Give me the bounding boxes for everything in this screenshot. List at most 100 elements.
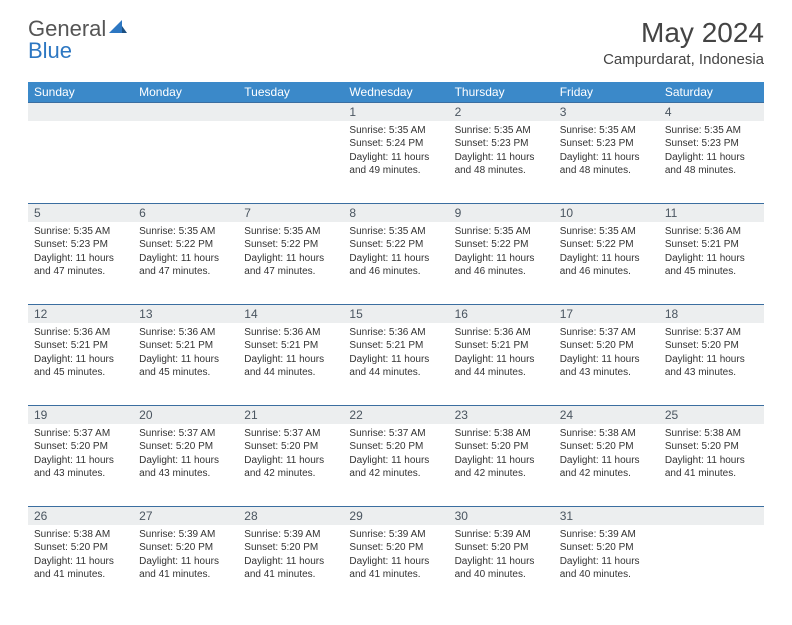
day-21-number: 21: [238, 405, 343, 424]
logo-word1: General: [28, 18, 106, 40]
calendar-page: General May 2024 Campurdarat, Indonesia …: [0, 0, 792, 625]
day-13-info: Sunrise: 5:36 AMSunset: 5:21 PMDaylight:…: [133, 323, 238, 386]
title-block: May 2024 Campurdarat, Indonesia: [603, 18, 764, 68]
location: Campurdarat, Indonesia: [603, 51, 764, 68]
day-14-info: Sunrise: 5:36 AMSunset: 5:21 PMDaylight:…: [238, 323, 343, 386]
calendar-table: SundayMondayTuesdayWednesdayThursdayFrid…: [28, 82, 764, 607]
day-25-info: Sunrise: 5:38 AMSunset: 5:20 PMDaylight:…: [659, 424, 764, 487]
day-4-info: Sunrise: 5:35 AMSunset: 5:23 PMDaylight:…: [659, 121, 764, 184]
day-12-info: Sunrise: 5:36 AMSunset: 5:21 PMDaylight:…: [28, 323, 133, 386]
day-27-number: 27: [133, 506, 238, 525]
day-15-info: Sunrise: 5:36 AMSunset: 5:21 PMDaylight:…: [343, 323, 448, 386]
logo-word2-wrap: Blue: [28, 40, 72, 63]
week-1-numrow: 567891011: [28, 203, 764, 222]
day-10-info: Sunrise: 5:35 AMSunset: 5:22 PMDaylight:…: [554, 222, 659, 285]
day-16-info: Sunrise: 5:36 AMSunset: 5:21 PMDaylight:…: [449, 323, 554, 386]
day-23-info: Sunrise: 5:38 AMSunset: 5:20 PMDaylight:…: [449, 424, 554, 487]
empty-daydata: [659, 525, 764, 534]
day-2-info: Sunrise: 5:35 AMSunset: 5:23 PMDaylight:…: [449, 121, 554, 184]
weekday-friday: Friday: [554, 82, 659, 102]
day-4-number: 4: [659, 102, 764, 121]
day-3-number: 3: [554, 102, 659, 121]
weekday-saturday: Saturday: [659, 82, 764, 102]
logo: General: [28, 18, 129, 40]
header: General May 2024 Campurdarat, Indonesia: [28, 18, 764, 68]
day-1-info: Sunrise: 5:35 AMSunset: 5:24 PMDaylight:…: [343, 121, 448, 184]
day-21-info: Sunrise: 5:37 AMSunset: 5:20 PMDaylight:…: [238, 424, 343, 487]
week-0-numrow: 1234: [28, 102, 764, 121]
empty-daynum: [28, 102, 133, 121]
empty-daynum: [133, 102, 238, 121]
weekday-tuesday: Tuesday: [238, 82, 343, 102]
day-18-number: 18: [659, 304, 764, 323]
day-7-info: Sunrise: 5:35 AMSunset: 5:22 PMDaylight:…: [238, 222, 343, 285]
day-9-number: 9: [449, 203, 554, 222]
empty-daydata: [238, 121, 343, 130]
day-24-info: Sunrise: 5:38 AMSunset: 5:20 PMDaylight:…: [554, 424, 659, 487]
empty-daydata: [133, 121, 238, 130]
day-27-info: Sunrise: 5:39 AMSunset: 5:20 PMDaylight:…: [133, 525, 238, 588]
day-12-number: 12: [28, 304, 133, 323]
day-31-info: Sunrise: 5:39 AMSunset: 5:20 PMDaylight:…: [554, 525, 659, 588]
week-4-numrow: 262728293031: [28, 506, 764, 525]
day-29-number: 29: [343, 506, 448, 525]
week-1-datarow: Sunrise: 5:35 AMSunset: 5:23 PMDaylight:…: [28, 222, 764, 304]
empty-daydata: [28, 121, 133, 130]
day-15-number: 15: [343, 304, 448, 323]
day-24-number: 24: [554, 405, 659, 424]
day-8-number: 8: [343, 203, 448, 222]
day-13-number: 13: [133, 304, 238, 323]
empty-daynum: [238, 102, 343, 121]
day-8-info: Sunrise: 5:35 AMSunset: 5:22 PMDaylight:…: [343, 222, 448, 285]
logo-sail-icon: [109, 18, 127, 39]
day-1-number: 1: [343, 102, 448, 121]
day-22-info: Sunrise: 5:37 AMSunset: 5:20 PMDaylight:…: [343, 424, 448, 487]
day-29-info: Sunrise: 5:39 AMSunset: 5:20 PMDaylight:…: [343, 525, 448, 588]
weekday-monday: Monday: [133, 82, 238, 102]
day-30-number: 30: [449, 506, 554, 525]
weekday-thursday: Thursday: [449, 82, 554, 102]
day-11-number: 11: [659, 203, 764, 222]
week-3-numrow: 19202122232425: [28, 405, 764, 424]
day-18-info: Sunrise: 5:37 AMSunset: 5:20 PMDaylight:…: [659, 323, 764, 386]
day-26-info: Sunrise: 5:38 AMSunset: 5:20 PMDaylight:…: [28, 525, 133, 588]
day-30-info: Sunrise: 5:39 AMSunset: 5:20 PMDaylight:…: [449, 525, 554, 588]
logo-word2: Blue: [28, 38, 72, 63]
weekday-sunday: Sunday: [28, 82, 133, 102]
day-16-number: 16: [449, 304, 554, 323]
day-20-info: Sunrise: 5:37 AMSunset: 5:20 PMDaylight:…: [133, 424, 238, 487]
day-3-info: Sunrise: 5:35 AMSunset: 5:23 PMDaylight:…: [554, 121, 659, 184]
day-17-number: 17: [554, 304, 659, 323]
day-5-info: Sunrise: 5:35 AMSunset: 5:23 PMDaylight:…: [28, 222, 133, 285]
day-23-number: 23: [449, 405, 554, 424]
day-22-number: 22: [343, 405, 448, 424]
day-6-info: Sunrise: 5:35 AMSunset: 5:22 PMDaylight:…: [133, 222, 238, 285]
day-31-number: 31: [554, 506, 659, 525]
day-11-info: Sunrise: 5:36 AMSunset: 5:21 PMDaylight:…: [659, 222, 764, 285]
week-3-datarow: Sunrise: 5:37 AMSunset: 5:20 PMDaylight:…: [28, 424, 764, 506]
day-28-number: 28: [238, 506, 343, 525]
day-5-number: 5: [28, 203, 133, 222]
month-title: May 2024: [603, 18, 764, 49]
day-17-info: Sunrise: 5:37 AMSunset: 5:20 PMDaylight:…: [554, 323, 659, 386]
calendar-body: 1234Sunrise: 5:35 AMSunset: 5:24 PMDayli…: [28, 102, 764, 607]
weekday-header: SundayMondayTuesdayWednesdayThursdayFrid…: [28, 82, 764, 102]
day-10-number: 10: [554, 203, 659, 222]
day-7-number: 7: [238, 203, 343, 222]
day-26-number: 26: [28, 506, 133, 525]
weekday-wednesday: Wednesday: [343, 82, 448, 102]
week-2-numrow: 12131415161718: [28, 304, 764, 323]
day-25-number: 25: [659, 405, 764, 424]
day-20-number: 20: [133, 405, 238, 424]
week-0-datarow: Sunrise: 5:35 AMSunset: 5:24 PMDaylight:…: [28, 121, 764, 203]
empty-daynum: [659, 506, 764, 525]
day-2-number: 2: [449, 102, 554, 121]
day-9-info: Sunrise: 5:35 AMSunset: 5:22 PMDaylight:…: [449, 222, 554, 285]
week-2-datarow: Sunrise: 5:36 AMSunset: 5:21 PMDaylight:…: [28, 323, 764, 405]
day-19-number: 19: [28, 405, 133, 424]
day-19-info: Sunrise: 5:37 AMSunset: 5:20 PMDaylight:…: [28, 424, 133, 487]
day-6-number: 6: [133, 203, 238, 222]
day-28-info: Sunrise: 5:39 AMSunset: 5:20 PMDaylight:…: [238, 525, 343, 588]
day-14-number: 14: [238, 304, 343, 323]
week-4-datarow: Sunrise: 5:38 AMSunset: 5:20 PMDaylight:…: [28, 525, 764, 607]
